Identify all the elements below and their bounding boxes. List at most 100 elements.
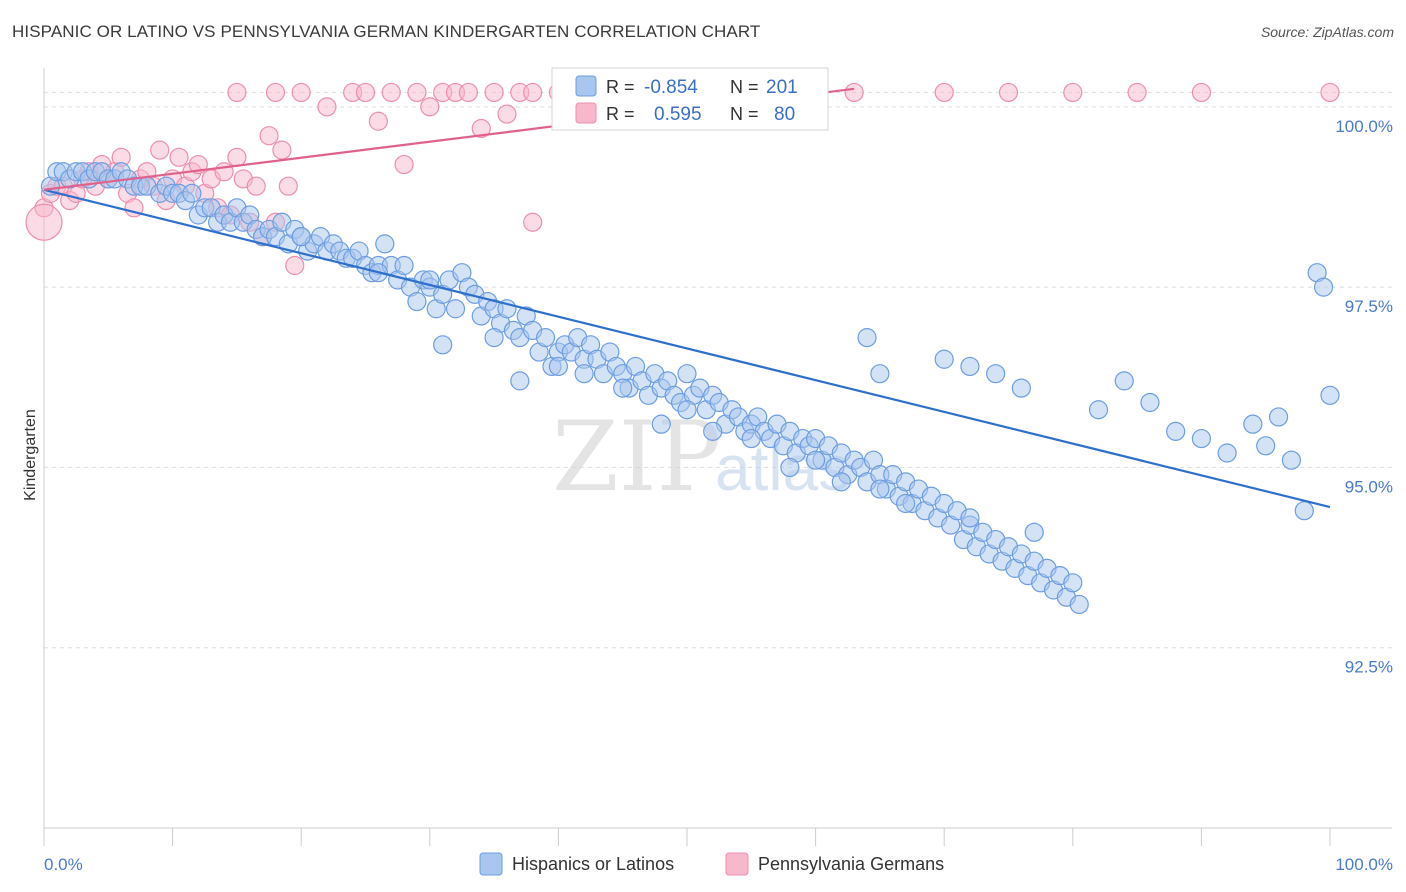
- point-hispanic: [651, 414, 671, 434]
- watermark-zip: ZIP: [552, 401, 721, 513]
- point-hispanic: [831, 472, 851, 492]
- stats-n-value-2: 80: [774, 104, 795, 125]
- bottom-legend: Hispanics or Latinos Pennsylvania German…: [479, 852, 944, 876]
- point-hispanic: [291, 227, 311, 247]
- point-pa-german: [484, 82, 504, 103]
- point-pa-german: [227, 82, 247, 103]
- stats-r-value-1: -0.854: [644, 77, 698, 98]
- point-pa-german: [355, 82, 376, 103]
- point-hispanic: [1024, 522, 1044, 542]
- point-pa-german: [246, 176, 266, 196]
- point-pa-german: [1063, 82, 1083, 103]
- point-pa-german: [394, 154, 414, 175]
- point-hispanic: [703, 421, 723, 441]
- point-hispanic: [1217, 443, 1237, 463]
- point-hispanic: [433, 335, 453, 355]
- point-pa-german: [265, 82, 286, 103]
- point-hispanic: [1088, 400, 1109, 420]
- stats-swatch-hispanic: [575, 75, 597, 97]
- point-hispanic: [960, 356, 980, 377]
- stats-swatch-pa-german: [575, 102, 597, 124]
- point-hispanic: [548, 356, 569, 377]
- point-pa-german: [150, 140, 170, 160]
- point-pa-german: [368, 111, 388, 131]
- legend-swatch-pa-german: [725, 852, 749, 876]
- point-pa-german: [169, 147, 189, 167]
- point-hispanic: [1320, 385, 1340, 405]
- point-hispanic: [986, 364, 1006, 384]
- point-hispanic: [870, 479, 890, 499]
- point-pa-german: [407, 82, 427, 103]
- point-pa-german: [523, 82, 543, 103]
- point-pa-german: [278, 176, 298, 196]
- point-hispanic: [1313, 277, 1334, 297]
- point-pa-german: [317, 97, 337, 117]
- point-pa-german: [998, 82, 1019, 103]
- point-pa-german: [227, 147, 247, 167]
- point-pa-german: [259, 126, 279, 146]
- trend-line-hispanic: [43, 188, 1331, 509]
- stats-legend-box: [551, 67, 829, 131]
- point-hispanic: [741, 428, 761, 449]
- point-pa-german: [471, 118, 491, 139]
- point-hispanic: [182, 183, 202, 203]
- x-tick-label: 0.0%: [44, 855, 83, 874]
- point-hispanic: [960, 508, 980, 528]
- point-hispanic: [1294, 501, 1314, 521]
- point-hispanic: [1140, 392, 1160, 413]
- point-hispanic: [870, 364, 890, 384]
- chart-title: HISPANIC OR LATINO VS PENNSYLVANIA GERMA…: [12, 22, 761, 41]
- y-tick-label: 92.5%: [1345, 658, 1393, 677]
- point-pa-german: [1191, 82, 1212, 103]
- point-pa-german: [285, 255, 305, 276]
- legend-label-hispanic: Hispanics or Latinos: [512, 854, 674, 874]
- point-pa-german: [420, 97, 440, 117]
- point-hispanic: [1069, 594, 1089, 615]
- point-pa-german: [25, 203, 63, 241]
- stats-n-label-2: N =: [730, 104, 759, 124]
- point-hispanic: [857, 328, 877, 348]
- point-hispanic: [394, 255, 414, 276]
- source-label: Source: ZipAtlas.com: [1260, 24, 1394, 40]
- point-hispanic: [780, 457, 800, 478]
- stats-legend: R = -0.854 N = 201 R = 0.595 N = 80: [551, 67, 829, 131]
- y-tick-labels: 92.5% 95.0% 97.5% 100.0%: [1335, 117, 1393, 677]
- point-hispanic: [1011, 378, 1031, 398]
- point-pa-german: [272, 140, 292, 160]
- point-hispanic: [1166, 421, 1186, 441]
- legend-label-pa-german: Pennsylvania Germans: [758, 854, 944, 874]
- stats-r-label-2: R =: [606, 104, 635, 124]
- point-hispanic: [484, 328, 504, 348]
- stats-r-label-1: R =: [606, 77, 635, 97]
- point-hispanic: [375, 234, 395, 254]
- point-hispanic: [1281, 450, 1302, 470]
- point-hispanic: [574, 364, 594, 384]
- point-hispanic: [677, 364, 697, 384]
- point-pa-german: [1320, 82, 1340, 103]
- stats-r-value-2: 0.595: [654, 104, 702, 125]
- point-pa-german: [291, 82, 311, 103]
- point-hispanic: [934, 349, 954, 369]
- point-pa-german: [844, 82, 864, 103]
- point-hispanic: [1114, 371, 1134, 391]
- point-pa-german: [1127, 82, 1147, 103]
- point-hispanic: [613, 378, 633, 398]
- point-pa-german: [523, 212, 543, 232]
- point-hispanic: [1063, 573, 1083, 593]
- legend-swatch-hispanic: [479, 852, 503, 876]
- y-axis-label: Kindergarten: [22, 409, 39, 501]
- stats-n-value-1: 201: [766, 77, 798, 98]
- point-hispanic: [535, 328, 556, 348]
- series-hispanics-or-latinos: [40, 162, 1340, 615]
- point-hispanic: [805, 450, 826, 470]
- point-hispanic: [407, 291, 427, 312]
- x-tick-labels: 0.0% 100.0%: [44, 855, 1393, 874]
- stats-n-label-1: N =: [730, 77, 759, 97]
- point-hispanic: [1191, 428, 1212, 449]
- point-hispanic: [677, 400, 697, 420]
- point-pa-german: [458, 82, 478, 103]
- point-hispanic: [896, 493, 916, 514]
- point-pa-german: [497, 104, 517, 124]
- point-pa-german: [934, 82, 954, 103]
